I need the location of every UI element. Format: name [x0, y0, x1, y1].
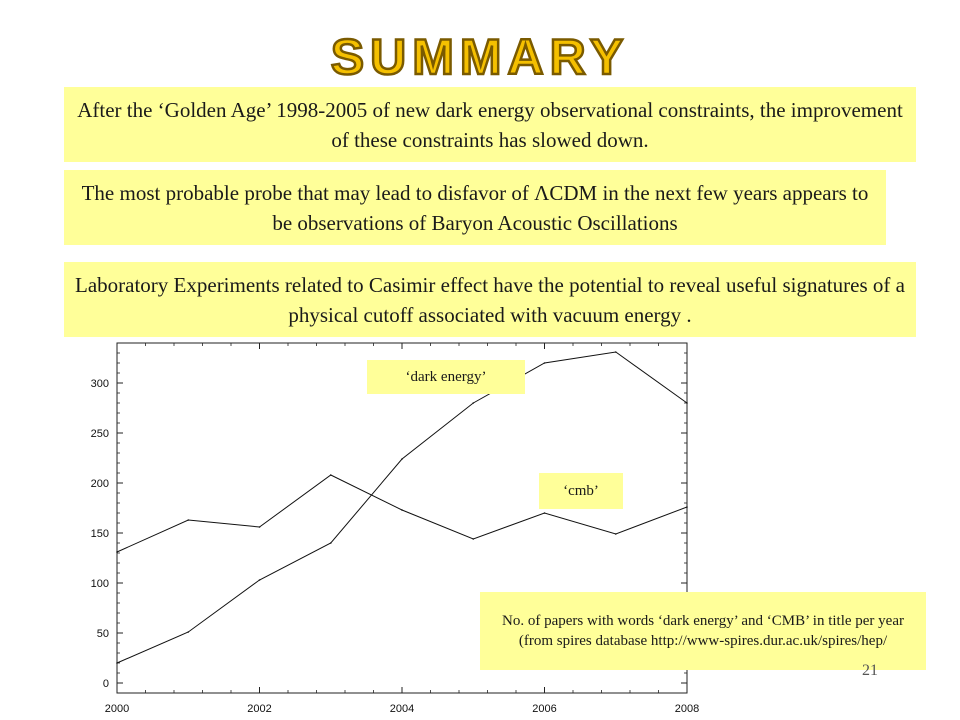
x-tick-label: 2000 [105, 703, 129, 715]
slide-title: SUMMARY [330, 30, 629, 86]
dark-energy-label-text: ‘dark energy’ [405, 368, 487, 385]
dark-energy-series-point [614, 351, 617, 353]
cmb-series-point [187, 519, 190, 521]
dark-energy-series-point [543, 362, 546, 364]
y-tick-label: 100 [91, 578, 109, 590]
x-tick-label: 2002 [247, 703, 271, 715]
cmb-series-point [614, 533, 617, 535]
y-tick-label: 200 [91, 478, 109, 490]
y-tick-label: 0 [103, 678, 109, 690]
summary-text-golden-age: After the ‘Golden Age’ 1998-2005 of new … [77, 97, 903, 152]
cmb-series-point [686, 506, 688, 508]
chart-caption-text: No. of papers with words ‘dark energy’ a… [502, 613, 904, 649]
dark-energy-series-point [116, 662, 118, 664]
y-tick-label: 50 [97, 628, 109, 640]
cmb-series-point [116, 551, 118, 553]
cmb-series-point [472, 538, 475, 540]
x-tick-label: 2004 [390, 703, 414, 715]
dark-energy-series-point [329, 542, 332, 544]
dark-energy-label: ‘dark energy’ [367, 360, 525, 394]
cmb-series-point [329, 474, 332, 476]
cmb-series-point [258, 526, 261, 528]
slide-title-text: SUMMARY [331, 30, 629, 85]
slide-number: 21 [862, 662, 878, 679]
cmb-label-text: ‘cmb’ [563, 482, 599, 499]
chart-caption-note: No. of papers with words ‘dark energy’ a… [480, 592, 926, 670]
summary-box-casimir: Laboratory Experiments related to Casimi… [64, 262, 916, 337]
papers-line-chart: 0 50 100 150 200 250 300 2000 2002 2004 2006 2008 [91, 342, 699, 715]
x-tick-label: 2006 [532, 703, 556, 715]
summary-box-golden-age: After the ‘Golden Age’ 1998-2005 of new … [64, 87, 916, 162]
dark-energy-series-point [258, 579, 261, 581]
y-tick-label: 150 [91, 528, 109, 540]
dark-energy-series-point [401, 458, 403, 460]
dark-energy-series-point [187, 631, 190, 633]
cmb-series-point [401, 509, 403, 511]
dark-energy-series-point [472, 402, 475, 404]
y-tick-label: 250 [91, 428, 109, 440]
cmb-series-point [543, 512, 546, 514]
summary-box-bao: The most probable probe that may lead to… [64, 170, 886, 245]
y-tick-label: 300 [91, 378, 109, 390]
summary-text-bao: The most probable probe that may lead to… [81, 180, 869, 235]
dark-energy-series-point [686, 402, 688, 404]
x-tick-label: 2008 [675, 703, 699, 715]
summary-text-casimir: Laboratory Experiments related to Casimi… [75, 272, 905, 327]
cmb-label: ‘cmb’ [539, 473, 623, 509]
